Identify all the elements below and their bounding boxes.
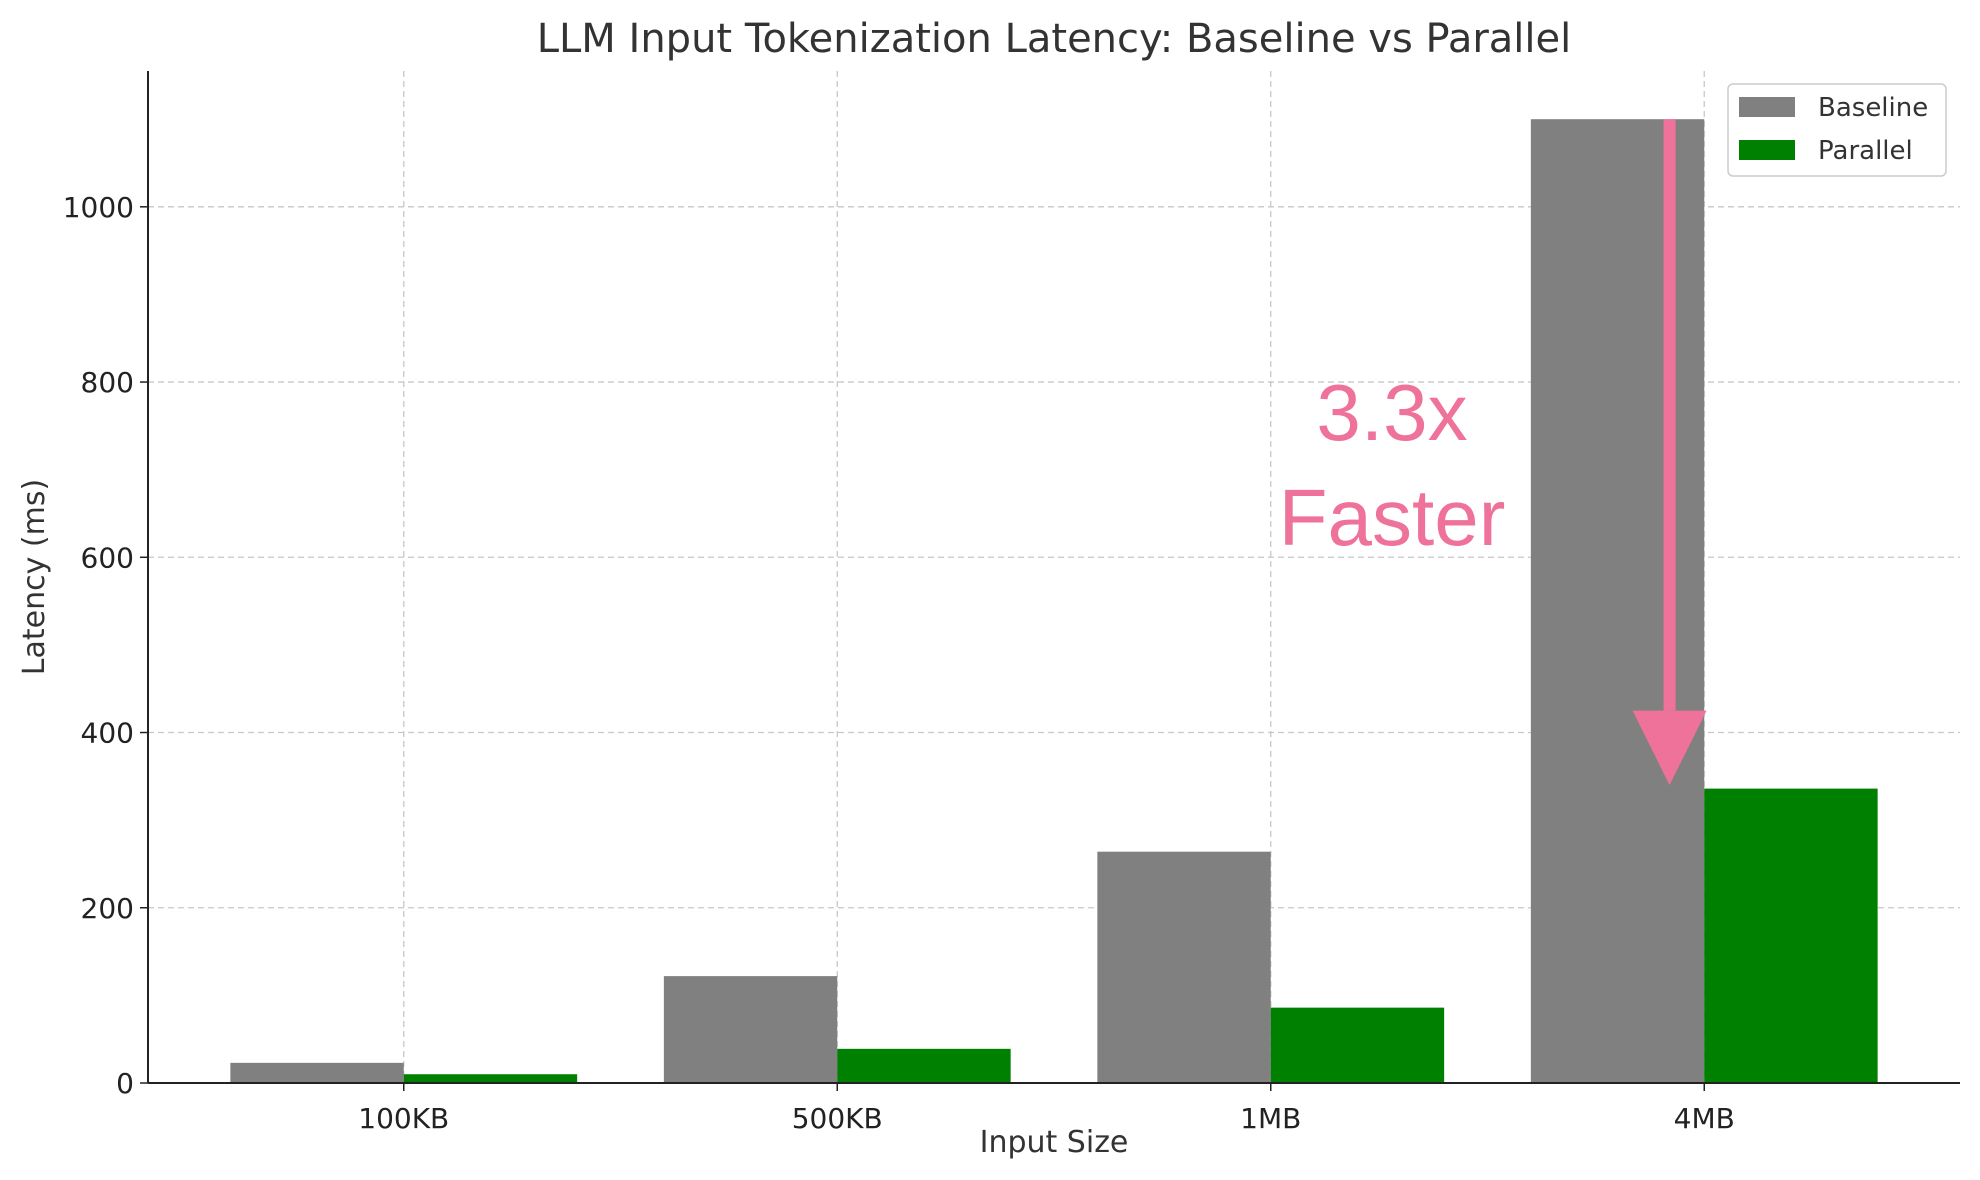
bars [230, 119, 1878, 1083]
chart-title: LLM Input Tokenization Latency: Baseline… [537, 16, 1572, 62]
y-tick-label: 600 [81, 541, 134, 574]
y-tick-label: 800 [81, 366, 134, 399]
x-tick-label: 100KB [358, 1102, 449, 1135]
bar-parallel-500kb [837, 1048, 1011, 1083]
bar-baseline-4mb [1530, 119, 1705, 1083]
annotation-faster: Faster [1279, 473, 1506, 562]
y-tick-label: 1000 [63, 191, 134, 224]
y-axis-label: Latency (ms) [17, 479, 52, 675]
bar-baseline-500kb [663, 976, 838, 1083]
y-tick-label: 400 [81, 717, 134, 750]
x-tick-label: 4MB [1674, 1102, 1735, 1135]
bar-baseline-100kb [230, 1062, 404, 1083]
x-tick-label: 500KB [792, 1102, 883, 1135]
legend: Baseline Parallel [1727, 83, 1947, 177]
annotation: 3.3x Faster [1279, 119, 1707, 786]
legend-swatch-baseline [1739, 97, 1795, 117]
y-tick-label: 0 [116, 1067, 134, 1100]
bar-parallel-100kb [403, 1074, 578, 1083]
bar-parallel-1mb [1270, 1007, 1445, 1083]
x-tick-label: 1MB [1240, 1102, 1301, 1135]
bar-baseline-1mb [1097, 851, 1271, 1083]
legend-swatch-parallel [1739, 140, 1795, 160]
annotation-speedup: 3.3x [1316, 368, 1467, 457]
ticks: 0 200 400 600 800 1000 100KB 500KB 1MB 4MB [63, 191, 1735, 1135]
arrow-down-icon [1632, 710, 1707, 786]
legend-label-baseline: Baseline [1818, 93, 1928, 123]
x-axis-label: Input Size [980, 1125, 1129, 1160]
bar-parallel-4mb [1704, 788, 1878, 1083]
grid [148, 71, 1960, 1083]
y-tick-label: 200 [81, 892, 134, 925]
legend-label-parallel: Parallel [1818, 136, 1913, 166]
axes [147, 71, 1960, 1084]
